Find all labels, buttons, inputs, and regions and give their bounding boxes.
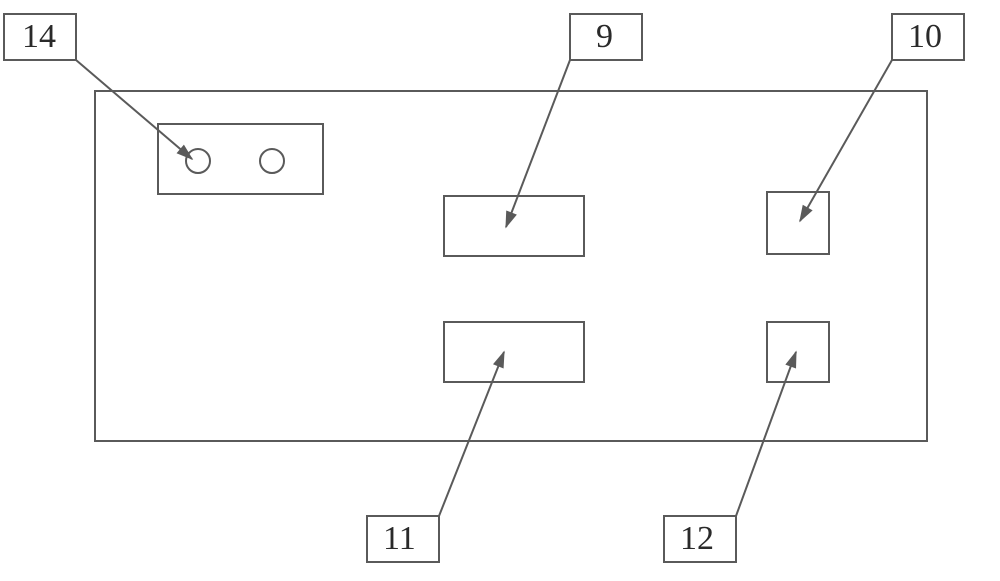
part-14-hole-left bbox=[186, 149, 210, 173]
arrowhead-c11 bbox=[494, 352, 504, 368]
part-14-hole-right bbox=[260, 149, 284, 173]
callout-c12-text: 12 bbox=[680, 520, 714, 557]
arrowhead-c12 bbox=[786, 352, 796, 368]
leader-c11 bbox=[439, 352, 504, 516]
part-10 bbox=[767, 192, 829, 254]
leader-c10 bbox=[800, 60, 892, 221]
part-12 bbox=[767, 322, 829, 382]
callout-c11-text: 11 bbox=[383, 520, 416, 557]
part-11 bbox=[444, 322, 584, 382]
callout-c14-text: 14 bbox=[22, 18, 56, 55]
callout-c10-text: 10 bbox=[908, 18, 942, 55]
arrowhead-c10 bbox=[800, 205, 812, 221]
arrowhead-c9 bbox=[506, 211, 516, 227]
leader-c9 bbox=[506, 60, 570, 227]
leader-c14 bbox=[76, 60, 192, 159]
callout-c9-text: 9 bbox=[596, 18, 613, 55]
part-14-housing bbox=[158, 124, 323, 194]
panel bbox=[95, 91, 927, 441]
